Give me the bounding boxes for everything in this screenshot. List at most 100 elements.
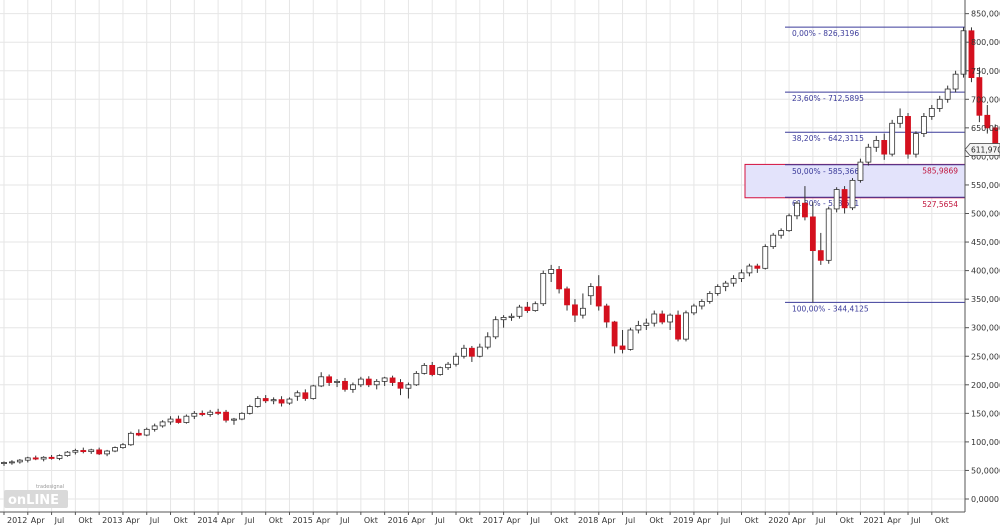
candle-body [730,278,737,284]
y-tick-label: 150,0000 [971,409,1000,418]
candle-body [508,315,515,318]
x-tick-label: Okt [269,516,283,525]
candle-body [429,364,436,375]
x-tick-label: Apr [602,516,617,525]
current-price-tag: 611,9700 [964,143,1000,156]
candle-body [817,250,824,261]
y-tick-label: 500,0000 [971,210,1000,219]
candle-body [492,319,499,338]
x-tick-label: 2020 [768,516,788,525]
current-price-marker [964,143,1000,156]
candle-body [500,317,507,321]
y-tick-label: 600,0000 [971,152,1000,161]
candle-body [849,179,856,209]
x-tick-label: 2016 [388,516,408,525]
x-tick-label: Apr [316,516,331,525]
x-tick-label: Okt [364,516,378,525]
x-tick-label: Jul [339,516,350,525]
y-tick-label: 650,0000 [971,124,1000,133]
y-axis-ticks: 0,0000 50,0000 100,0000 150,0000 200,0000 250… [965,10,1000,504]
candle-body [595,286,602,307]
x-tick-label: Okt [174,516,188,525]
candle-body [667,314,674,323]
fib-level-label: 23,60% - 712,5895 [792,94,864,103]
fib-level-label: 100,00% - 344,4125 [792,304,869,313]
candle-body [151,425,158,430]
x-tick-label: 2013 [102,516,122,525]
candle-body [936,98,943,109]
candle-body [889,122,896,155]
candle-body [786,215,792,232]
y-tick-label: 350,0000 [971,295,1000,304]
candle-body [944,88,951,100]
candle-body [64,451,71,457]
y-tick-label: 250,0000 [971,352,1000,361]
candle-body [484,336,491,348]
x-tick-label: 2017 [483,516,503,525]
candle-body [579,307,586,316]
candle-body [706,293,713,302]
logo-main-text: onLINE [8,493,59,508]
candle-body [286,398,293,404]
candle-body [365,378,372,386]
candle-body [9,461,15,464]
candle-body [104,450,110,455]
x-tick-label: Apr [507,516,522,525]
candle-body [302,392,309,399]
candle-body [556,269,562,290]
candle-body [207,411,214,415]
candle-body [476,346,483,357]
candle-body [627,329,634,350]
candle-body [928,108,935,117]
candle-body [770,234,777,248]
candle-body [350,384,356,390]
candle-body [56,455,63,459]
candle-body [238,412,245,420]
y-tick-label: 200,0000 [971,381,1000,390]
candle-body [326,376,333,383]
candle-body [619,345,626,350]
x-tick-label: Apr [221,516,236,525]
candle-body [127,432,134,446]
candle-body [167,418,174,423]
candle-body [413,372,420,386]
x-tick-label: Jul [244,516,255,525]
candle-body [468,347,475,357]
candle-body [278,399,285,404]
candle-body [318,376,325,387]
candle-body [246,406,253,414]
x-tick-label: Jul [815,516,826,525]
candle-body [809,216,816,252]
x-tick-label: Apr [792,516,807,525]
candle-body [913,133,919,155]
candle-body [453,355,459,365]
x-tick-label: Okt [649,516,663,525]
x-tick-label: Apr [697,516,712,525]
fib-level-label: 61,80% - 528,501 [792,199,859,208]
candle-body [659,313,666,323]
candle-body [802,202,808,218]
candle-body [905,116,911,155]
candle-body [310,385,317,399]
x-tick-label: Okt [78,516,92,525]
support-zone-top-label: 585,9869 [922,166,958,175]
candle-body [857,161,864,181]
x-tick-label: 2015 [292,516,312,525]
x-tick-label: Jul [54,516,65,525]
x-tick-label: Apr [126,516,141,525]
axes [0,0,966,513]
y-tick-label: 800,0000 [971,38,1000,47]
candle-body [651,313,658,324]
candle-body [254,398,261,407]
x-tick-label: Jul [720,516,731,525]
x-tick-label: Jul [529,516,540,525]
candle-body [897,116,903,124]
candle-body [587,286,594,297]
x-tick-label: Apr [411,516,426,525]
candle-body [16,459,23,463]
candle-body [199,412,206,415]
candle-body [215,411,222,414]
y-tick-label: 750,0000 [971,67,1000,76]
x-tick-label: Okt [459,516,473,525]
x-tick-label: Okt [935,516,949,525]
